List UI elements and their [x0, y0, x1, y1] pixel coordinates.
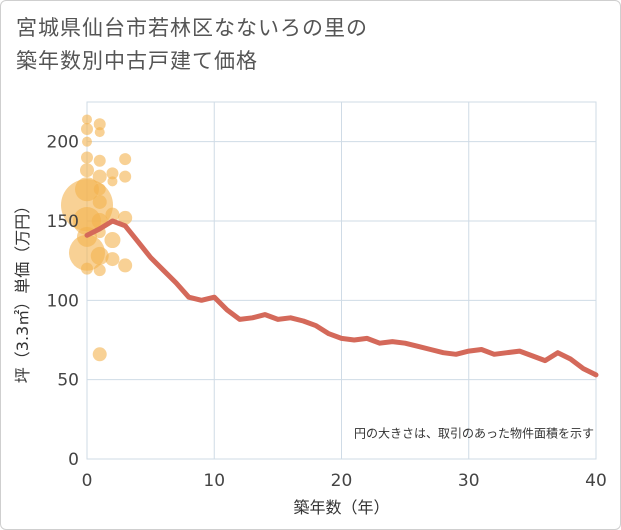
x-tick-label: 10: [203, 471, 225, 491]
bubble-point: [90, 246, 109, 265]
bubble-point: [105, 207, 120, 222]
bubble-point: [81, 262, 93, 275]
tick-labels: 0 10 20 30 40 0 50 100 150 200: [47, 133, 607, 491]
bubble-point: [92, 347, 107, 362]
bubble-point: [92, 194, 107, 209]
bubble-point: [119, 170, 132, 183]
x-tick-label: 20: [331, 471, 353, 491]
x-axis-label: 築年数（年）: [293, 498, 389, 517]
bubble-point: [118, 210, 133, 225]
y-tick-label: 200: [47, 133, 79, 153]
bubble-point: [73, 207, 101, 235]
x-tick-label: 40: [585, 471, 607, 491]
bubble-point: [81, 122, 93, 135]
x-tick-label: 30: [458, 471, 480, 491]
bubble-point: [93, 183, 106, 196]
y-tick-label: 150: [47, 212, 79, 232]
y-tick-label: 50: [57, 371, 79, 391]
bubble-point: [105, 252, 120, 267]
y-tick-label: 0: [68, 450, 79, 470]
y-tick-label: 100: [47, 291, 79, 311]
y-axis-label: 坪（3.3㎡）単価（万円）: [13, 198, 32, 383]
bubble-point: [119, 153, 132, 166]
bubble-point: [92, 169, 107, 184]
bubble-point: [81, 151, 93, 164]
bubble-point: [94, 127, 105, 138]
line-layer: [84, 218, 599, 378]
bubble-size-note: 円の大きさは、取引のあった物件面積を示す: [354, 426, 594, 441]
bubble-layer: [61, 114, 133, 362]
grid: [86, 102, 597, 460]
bubble-point: [107, 176, 118, 187]
bubble-point: [118, 258, 133, 273]
bubble-point: [93, 264, 106, 277]
bubble-point: [106, 167, 119, 180]
bubble-point: [93, 118, 106, 131]
x-tick-label: 0: [82, 471, 93, 491]
average-price-line: [84, 218, 599, 378]
plot-area: [86, 101, 597, 460]
bubble-point: [82, 136, 92, 147]
bubble-point: [93, 154, 106, 167]
chart-title: 宮城県仙台市若林区なないろの里の 築年数別中古戸建て価格: [16, 16, 368, 73]
bubble-point: [80, 163, 94, 178]
bubble-point: [82, 114, 92, 125]
bubble-point: [104, 232, 121, 249]
